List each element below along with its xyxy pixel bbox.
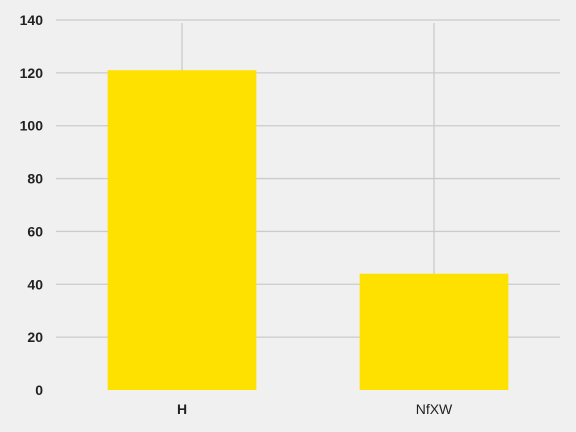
y-tick-label: 120 [20, 65, 44, 81]
y-tick-label: 60 [27, 223, 43, 239]
y-tick-label: 0 [35, 382, 43, 398]
x-tick-label: NfXW [416, 401, 453, 417]
bar-h [107, 70, 257, 390]
bars [107, 70, 509, 390]
bar-nfxw [359, 273, 509, 390]
x-tick-label: H [177, 401, 187, 417]
y-tick-label: 140 [20, 12, 44, 28]
y-tick-label: 40 [27, 276, 43, 292]
y-tick-label: 100 [20, 118, 44, 134]
x-axis-ticks: H NfXW [177, 401, 453, 417]
y-axis-ticks: 0 20 40 60 80 100 120 140 [20, 12, 44, 398]
y-tick-label: 80 [27, 171, 43, 187]
y-tick-label: 20 [27, 329, 43, 345]
